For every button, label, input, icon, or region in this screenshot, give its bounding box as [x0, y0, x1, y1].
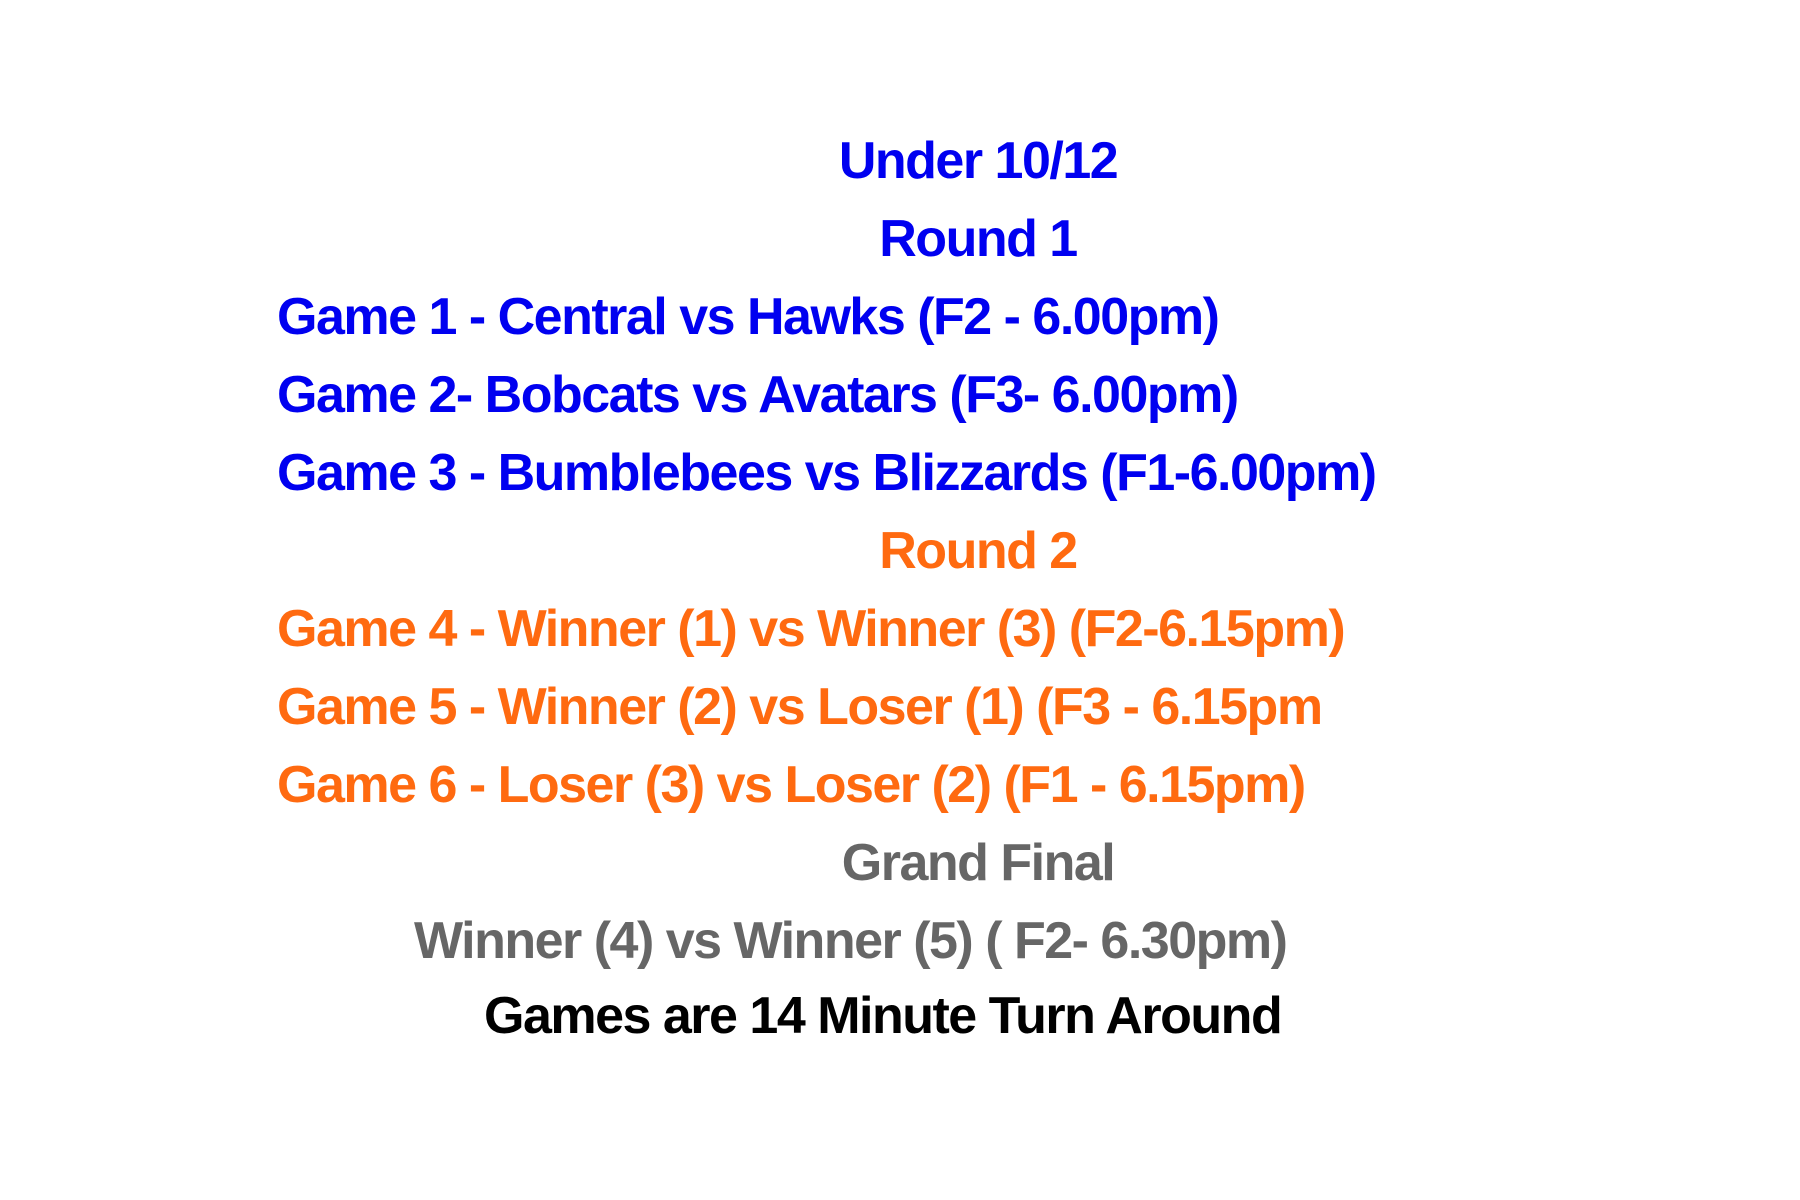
game-6: Game 6 - Loser (3) vs Loser (2) (F1 - 6.… [277, 756, 1306, 814]
page-title: Under 10/12 [838, 132, 1119, 190]
grand-final-game: Winner (4) vs Winner (5) ( F2- 6.30pm) [414, 912, 1288, 970]
round-2-heading: Round 2 [879, 522, 1078, 580]
round-1-heading: Round 1 [879, 210, 1078, 268]
game-4: Game 4 - Winner (1) vs Winner (3) (F2-6.… [277, 600, 1346, 658]
game-1: Game 1 - Central vs Hawks (F2 - 6.00pm) [277, 288, 1220, 346]
grand-final-heading: Grand Final [841, 834, 1116, 892]
game-3: Game 3 - Bumblebees vs Blizzards (F1-6.0… [277, 444, 1377, 502]
game-5: Game 5 - Winner (2) vs Loser (1) (F3 - 6… [277, 678, 1323, 736]
turnaround-note: Games are 14 Minute Turn Around [484, 987, 1283, 1045]
game-2: Game 2- Bobcats vs Avatars (F3- 6.00pm) [277, 366, 1239, 424]
